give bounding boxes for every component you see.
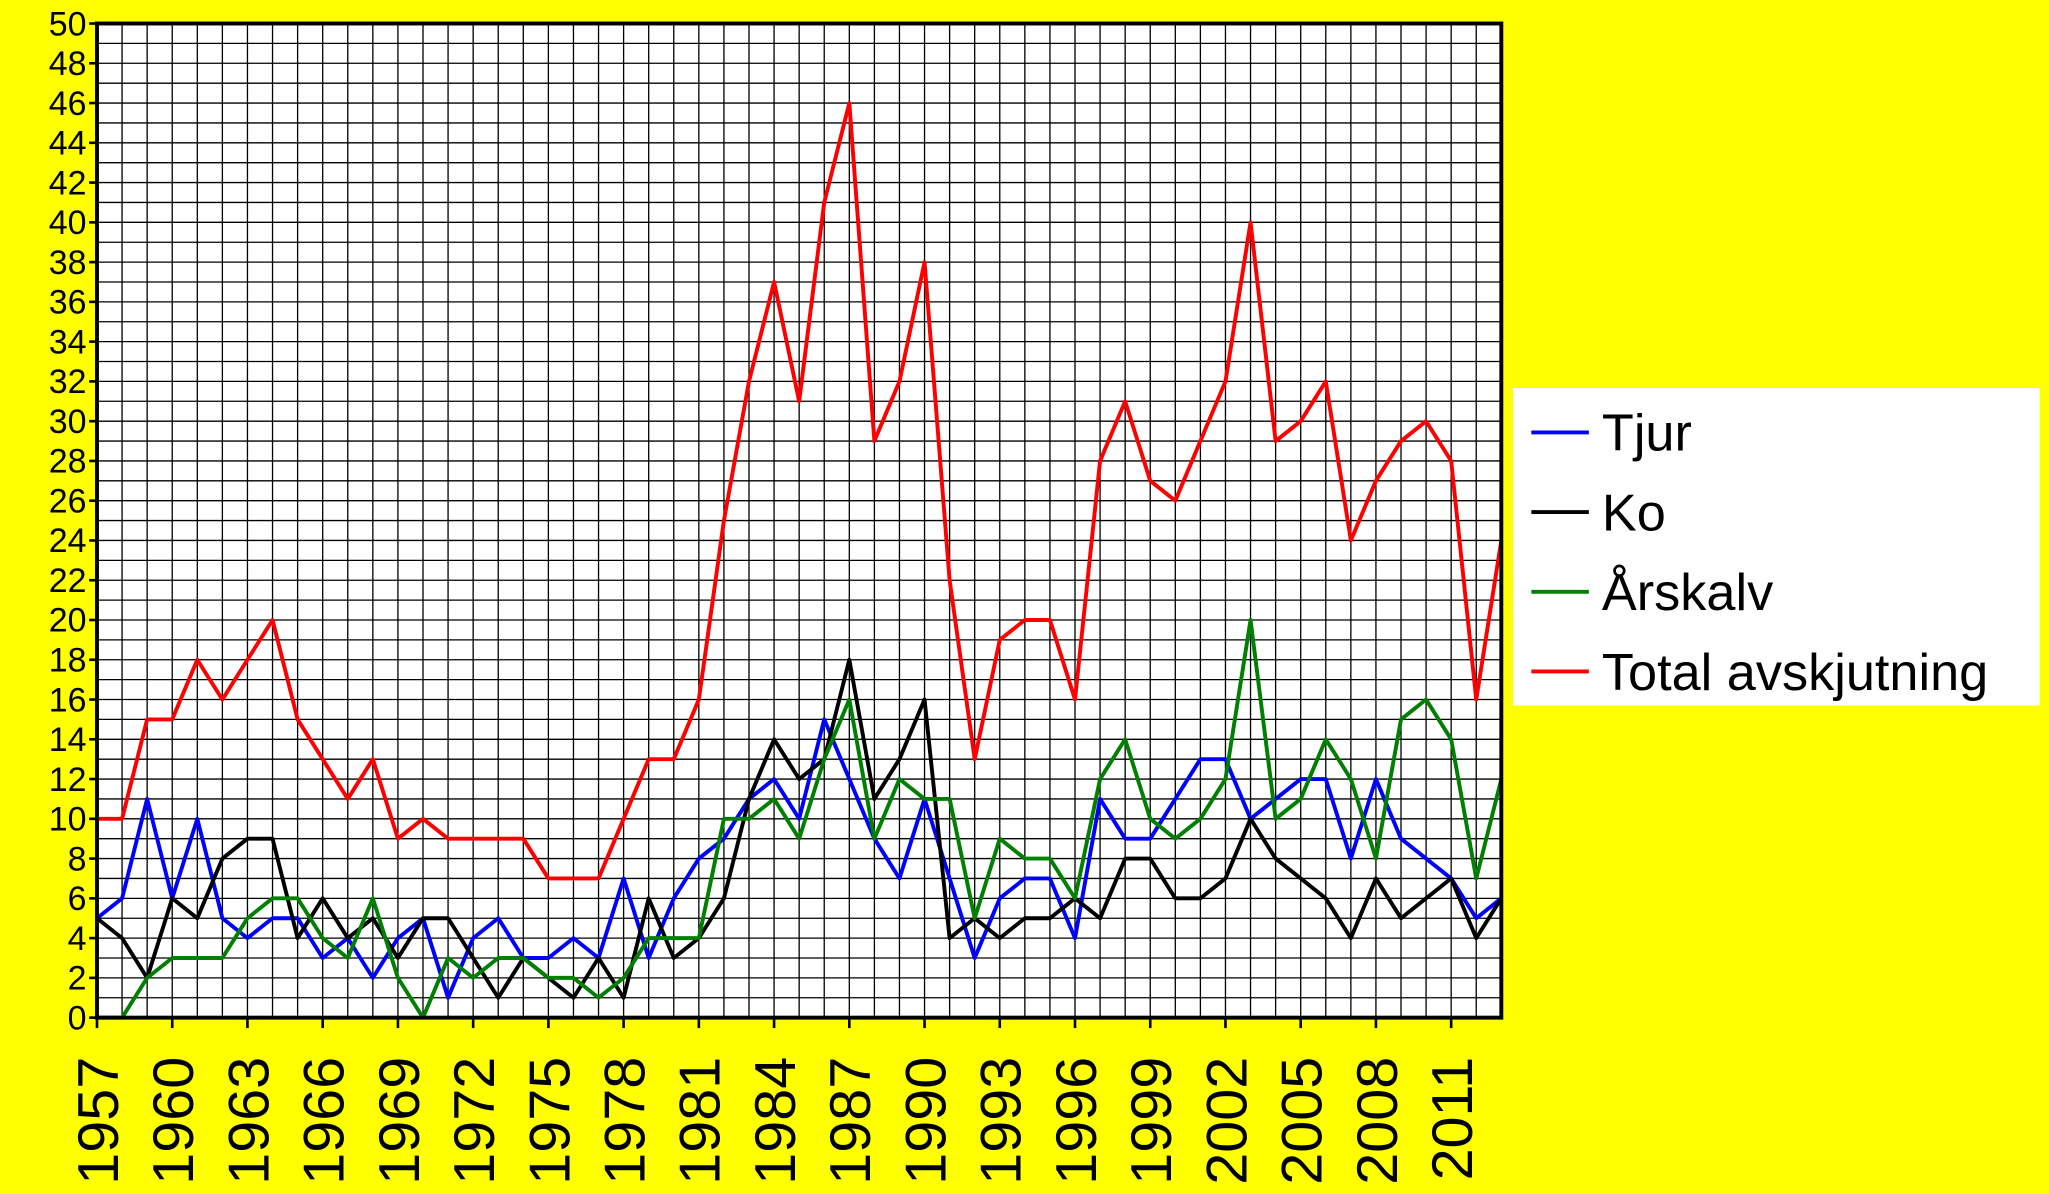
x-tick-label: 1978: [594, 1057, 658, 1185]
y-tick-label: 18: [49, 642, 87, 680]
series-line: [95, 657, 1503, 1000]
x-tick-label: 2005: [1271, 1057, 1335, 1185]
series-line: [95, 717, 1503, 1000]
y-tick-label: 28: [49, 443, 87, 481]
y-tick-label: 48: [49, 45, 87, 83]
x-tick-label: 1987: [819, 1057, 883, 1185]
y-tick-label: 24: [49, 522, 87, 560]
x-tick-label: 1993: [970, 1057, 1034, 1185]
y-tick-label: 32: [49, 363, 87, 401]
x-tick-label: 1972: [443, 1057, 507, 1185]
x-tick-label: 1999: [1120, 1057, 1184, 1185]
x-tick-label: 1981: [669, 1057, 733, 1185]
y-tick-label: 36: [49, 284, 87, 322]
x-tick-label: 1969: [368, 1057, 432, 1185]
y-tick-label: 0: [68, 999, 87, 1037]
y-tick-label: 40: [49, 204, 87, 242]
y-tick-label: 6: [68, 880, 87, 918]
y-tick-label: 42: [49, 164, 87, 202]
plot-border: [95, 21, 1504, 1020]
y-tick-label: 44: [49, 125, 87, 163]
y-tick-label: 26: [49, 482, 87, 520]
legend-label: Tjur: [1602, 405, 1692, 463]
x-tick-label: 1966: [293, 1057, 357, 1185]
legend-label: Total avskjutning: [1602, 644, 1988, 702]
y-tick-label: 16: [49, 681, 87, 719]
legend-label: Ko: [1602, 484, 1666, 542]
y-tick-label: 46: [49, 85, 87, 123]
y-tick-label: 14: [49, 721, 87, 759]
y-tick-label: 8: [68, 840, 87, 878]
y-tick-label: 38: [49, 244, 87, 282]
y-tick-label: 4: [68, 920, 87, 958]
y-tick-label: 2: [68, 960, 87, 998]
legend: [1513, 387, 2040, 706]
legend-label: Årskalv: [1602, 564, 1773, 622]
y-tick-label: 10: [49, 801, 87, 839]
y-tick-label: 30: [49, 403, 87, 441]
x-tick-label: 1960: [142, 1057, 206, 1185]
x-tick-label: 2011: [1421, 1057, 1485, 1181]
x-tick-label: 2002: [1195, 1057, 1259, 1185]
x-tick-label: 1975: [518, 1057, 582, 1185]
x-tick-label: 1963: [217, 1057, 281, 1185]
y-tick-label: 22: [49, 562, 87, 600]
y-tick-label: 12: [49, 761, 87, 799]
x-tick-label: 1957: [67, 1057, 131, 1185]
x-tick-label: 1996: [1045, 1057, 1109, 1185]
x-tick-label: 1984: [744, 1057, 808, 1185]
x-tick-label: 1990: [894, 1057, 958, 1185]
y-tick-label: 20: [49, 602, 87, 640]
x-tick-label: 2008: [1346, 1057, 1410, 1185]
y-tick-label: 34: [49, 323, 87, 361]
series-line: [96, 618, 1504, 1020]
y-tick-label: 50: [49, 5, 87, 43]
series-line: [96, 101, 1504, 881]
